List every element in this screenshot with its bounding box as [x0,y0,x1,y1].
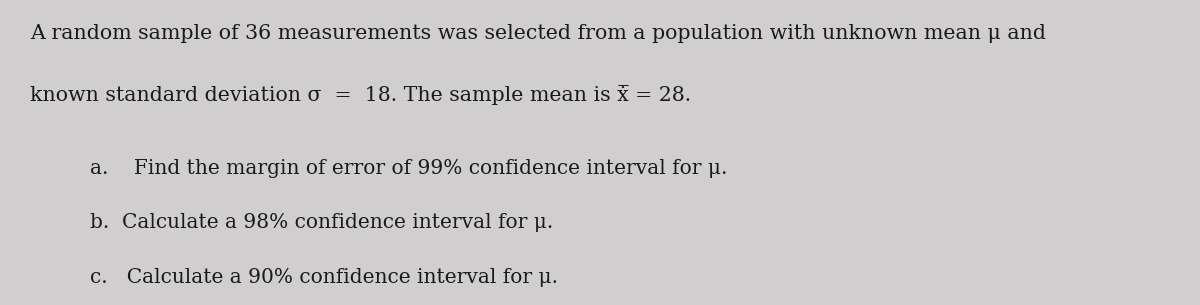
Text: A random sample of 36 measurements was selected from a population with unknown m: A random sample of 36 measurements was s… [30,24,1046,43]
Text: a.    Find the margin of error of 99% confidence interval for μ.: a. Find the margin of error of 99% confi… [90,159,727,178]
Text: known standard deviation σ  =  18. The sample mean is ẋ̅ = 28.: known standard deviation σ = 18. The sam… [30,85,691,106]
Text: c.   Calculate a 90% confidence interval for μ.: c. Calculate a 90% confidence interval f… [90,268,558,287]
Text: b.  Calculate a 98% confidence interval for μ.: b. Calculate a 98% confidence interval f… [90,214,553,232]
